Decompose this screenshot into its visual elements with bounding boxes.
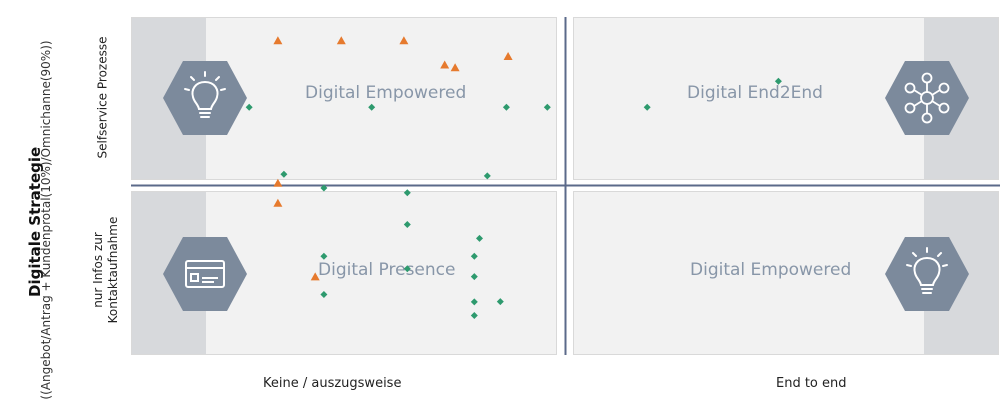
orange-triangle-point-0 [273, 178, 283, 187]
quadrant-label-top-right: Digital End2End [687, 83, 823, 103]
x-tick-left: Keine / auszugsweise [263, 376, 402, 391]
lightbulb-icon [885, 237, 969, 311]
quadrant-label-bottom-left: Digital Presence [318, 260, 456, 280]
network-icon [885, 61, 969, 135]
y-tick-bottom: nur Infos zur Kontaktaufnahme [91, 215, 123, 325]
credit-card-icon [163, 237, 247, 311]
y-tick-bottom-line2: Kontaktaufnahme [106, 216, 120, 324]
y-tick-top: Selfservice Prozesse [95, 36, 110, 159]
y-axis-subtitle: ((Angebot/Antrag + Kundenprotal(10%)/Omn… [39, 40, 53, 400]
quadrant-bottom-left: Digital Presence [131, 191, 557, 355]
quadrant-label-top-left: Digital Empowered [305, 83, 467, 103]
x-tick-right: End to end [776, 376, 847, 391]
quadrant-label-bottom-right: Digital Empowered [690, 260, 852, 280]
y-tick-bottom-line1: nur Infos zur [91, 232, 105, 308]
lightbulb-icon [163, 61, 247, 135]
